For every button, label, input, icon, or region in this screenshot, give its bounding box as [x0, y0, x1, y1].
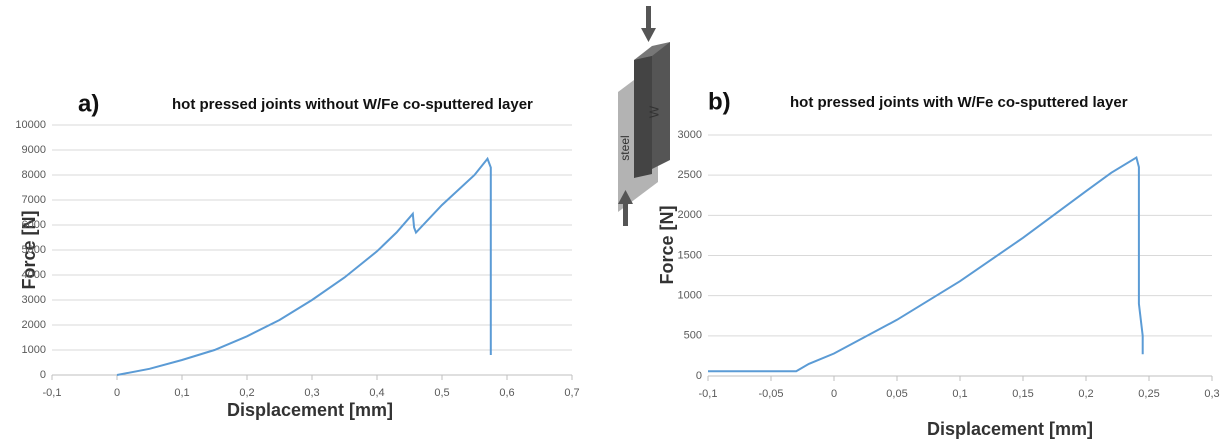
x-axis-label: Displacement [mm] — [927, 419, 1093, 439]
x-tick-label: 0,6 — [499, 387, 514, 399]
y-tick-label: 3000 — [22, 294, 46, 306]
x-tick-label: 0,4 — [369, 387, 384, 399]
chart-title: hot pressed joints without W/Fe co-sputt… — [172, 96, 533, 113]
x-tick-label: 0,3 — [304, 387, 319, 399]
x-tick-label: 0,5 — [434, 387, 449, 399]
y-axis-label: Force [N] — [19, 210, 39, 289]
data-line — [116, 156, 492, 376]
panel-label: a) — [78, 90, 99, 117]
x-tick-label: 0,1 — [174, 387, 189, 399]
w-block-top — [634, 42, 670, 60]
x-tick-label: 0,3 — [1204, 388, 1219, 400]
x-tick-label: 0,2 — [239, 387, 254, 399]
x-tick-label: -0,05 — [758, 388, 783, 400]
x-tick-label: 0,2 — [1078, 388, 1093, 400]
y-tick-label: 2000 — [22, 319, 46, 331]
x-tick-label: 0 — [114, 387, 120, 399]
y-tick-label: 2500 — [678, 169, 702, 181]
y-tick-label: 10000 — [15, 119, 46, 131]
y-tick-label: 500 — [684, 330, 702, 342]
x-tick-label: 0,05 — [886, 388, 907, 400]
x-tick-label: 0 — [831, 388, 837, 400]
steel-label: steel — [618, 135, 632, 160]
x-axis-label: Displacement [mm] — [227, 400, 393, 420]
y-tick-label: 1000 — [22, 344, 46, 356]
y-tick-label: 7000 — [22, 194, 46, 206]
x-tick-label: 0,7 — [564, 387, 579, 399]
x-tick-label: 0,15 — [1012, 388, 1033, 400]
y-tick-label: 5000 — [22, 244, 46, 256]
specimen-diagram: W steel — [618, 6, 670, 226]
y-tick-label: 8000 — [22, 169, 46, 181]
y-axis-label: Force [N] — [657, 205, 677, 284]
y-tick-label: 1000 — [678, 290, 702, 302]
arrow-bottom — [623, 202, 628, 226]
arrow-top — [646, 6, 651, 30]
y-tick-label: 6000 — [22, 219, 46, 231]
chart-title: hot pressed joints with W/Fe co-sputtere… — [790, 94, 1128, 111]
w-block-front — [634, 56, 652, 178]
y-tick-label: 2000 — [678, 209, 702, 221]
x-tick-label: 0,25 — [1138, 388, 1159, 400]
y-tick-label: 0 — [696, 370, 702, 382]
panel-label: b) — [708, 88, 731, 115]
y-tick-label: 4000 — [22, 269, 46, 281]
arrow-bottom-head — [618, 190, 633, 204]
y-tick-label: 9000 — [22, 144, 46, 156]
x-tick-label: -0,1 — [43, 387, 62, 399]
x-tick-label: -0,1 — [699, 388, 718, 400]
w-label: W — [646, 105, 661, 118]
x-tick-label: 0,1 — [952, 388, 967, 400]
data-line — [708, 155, 1144, 373]
y-tick-label: 0 — [40, 369, 46, 381]
y-tick-label: 1500 — [678, 249, 702, 261]
y-tick-label: 3000 — [678, 129, 702, 141]
arrow-top-head — [641, 28, 656, 42]
